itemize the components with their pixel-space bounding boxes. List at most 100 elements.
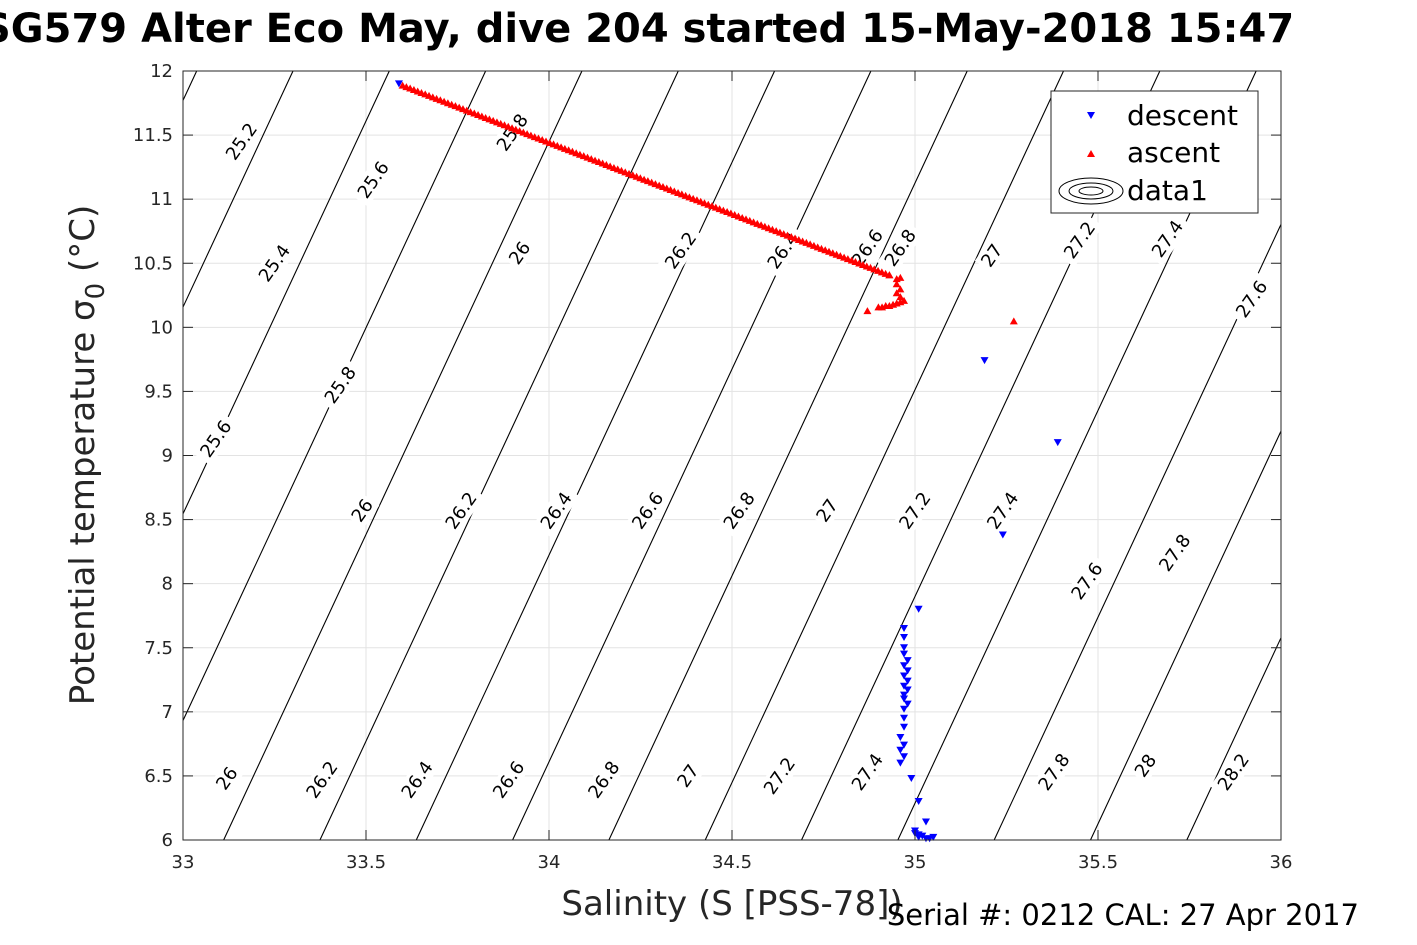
descent-marker bbox=[900, 672, 909, 680]
descent-marker bbox=[900, 633, 909, 641]
ascent-marker bbox=[892, 289, 901, 297]
tick-labels: 33 33.5 34 34.5 35 35.5 36 6 6.5 7 7.5 8 8.5 9 9.5 10 10… bbox=[133, 61, 1293, 873]
contour-line bbox=[608, 70, 968, 841]
descent-marker bbox=[896, 746, 905, 754]
descent-marker bbox=[900, 705, 909, 713]
x-tick-label: 35.5 bbox=[1078, 852, 1118, 873]
x-tick-label: 34 bbox=[538, 852, 561, 873]
contour-label-bg bbox=[756, 749, 803, 803]
y-tick-label: 7.5 bbox=[144, 638, 173, 659]
descent-marker bbox=[998, 531, 1007, 539]
y-tick-label: 7 bbox=[162, 702, 173, 723]
x-tick-label: 35 bbox=[904, 852, 927, 873]
contour-label: 26 bbox=[209, 760, 244, 797]
contour-label-bg bbox=[979, 483, 1027, 538]
contour-label-bg bbox=[502, 235, 537, 271]
contour-label-bg bbox=[844, 745, 891, 799]
contour-label: 26.4 bbox=[393, 752, 441, 807]
ascent-marker bbox=[896, 285, 905, 293]
descent-marker bbox=[900, 723, 909, 731]
legend-ascent-label: ascent bbox=[1127, 136, 1220, 169]
descent-marker bbox=[921, 818, 930, 826]
legend[interactable]: descent ascent data1 bbox=[1050, 90, 1259, 214]
contour-label: 26.6 bbox=[624, 483, 672, 538]
contour-label: 26.2 bbox=[298, 752, 346, 807]
contour-label: 26.2 bbox=[437, 483, 485, 538]
descent-marker bbox=[900, 691, 909, 699]
ascent-marker bbox=[892, 280, 901, 288]
descent-marker bbox=[896, 759, 905, 767]
contour-label-bg bbox=[298, 752, 346, 807]
y-tick-label: 9 bbox=[162, 446, 173, 467]
contour-label: 27.4 bbox=[979, 483, 1027, 538]
chart-title-text: SG579 Alter Eco May, dive 204 started 15… bbox=[0, 6, 1295, 52]
data-markers bbox=[394, 80, 1062, 843]
descent-marker bbox=[900, 753, 909, 761]
contour-label: 26 bbox=[502, 235, 537, 271]
descent-marker bbox=[900, 714, 909, 722]
contour-label-bg bbox=[1228, 272, 1276, 326]
legend-descent-label: descent bbox=[1127, 99, 1238, 132]
contour-label: 28 bbox=[1128, 747, 1163, 784]
contour-label-bg bbox=[1056, 213, 1104, 267]
contour-label: 28.2 bbox=[1210, 745, 1257, 799]
descent-marker bbox=[914, 798, 923, 806]
descent-marker bbox=[900, 650, 909, 658]
contour-label-bg bbox=[317, 358, 364, 412]
contour-label-bg bbox=[485, 752, 533, 807]
contour-label-bg bbox=[877, 221, 924, 275]
contour-label-bg bbox=[209, 760, 244, 797]
y-axis-label-main: Potential temperature σ bbox=[63, 299, 103, 705]
contour-label: 27.4 bbox=[1144, 212, 1191, 266]
ascent-marker bbox=[885, 271, 894, 279]
density-contours bbox=[182, 70, 1282, 841]
y-tick-label: 8 bbox=[162, 574, 173, 595]
descent-marker bbox=[903, 677, 912, 685]
ascent-marker bbox=[896, 273, 905, 281]
contour-label-bg bbox=[624, 483, 672, 538]
contour-label: 27.6 bbox=[1228, 272, 1276, 326]
contour-label: 27.2 bbox=[1056, 213, 1104, 267]
descent-marker bbox=[903, 700, 912, 708]
contour-label-bg bbox=[891, 483, 939, 538]
y-tick-label: 9.5 bbox=[144, 381, 173, 402]
contour-label-bg bbox=[393, 752, 441, 807]
contour-label-text: 26 bbox=[348, 495, 378, 526]
y-axis-label-unit: (°C) bbox=[63, 205, 103, 283]
contour-label-bg bbox=[1063, 554, 1111, 608]
contour-label-bg bbox=[1128, 747, 1163, 784]
chart-title: SG579 Alter Eco May, dive 204 started 15… bbox=[0, 6, 1417, 52]
y-tick-label: 6.5 bbox=[144, 766, 173, 787]
y-tick-label: 8.5 bbox=[144, 510, 173, 531]
contour-label-bg bbox=[532, 483, 580, 538]
contour-label-bg bbox=[810, 492, 845, 529]
contour-label: 26.8 bbox=[580, 752, 628, 807]
contour-line bbox=[223, 70, 583, 841]
contour-label-bg bbox=[345, 492, 380, 529]
contour-label-bg bbox=[218, 114, 265, 169]
contour-label: 26.4 bbox=[532, 483, 580, 538]
descent-marker bbox=[903, 686, 912, 694]
contour-line bbox=[704, 70, 1065, 841]
contour-label-bg bbox=[192, 412, 240, 466]
descent-marker bbox=[980, 357, 989, 365]
y-tick-label: 6 bbox=[162, 830, 173, 851]
contour-label: 26.2 bbox=[657, 223, 705, 278]
legend-data1-label: data1 bbox=[1127, 174, 1208, 207]
x-tick-label: 36 bbox=[1270, 852, 1293, 873]
descent-marker bbox=[900, 741, 909, 749]
contour-label-text: 27 bbox=[673, 761, 703, 792]
serial-calibration-note: Serial #: 0212 CAL: 27 Apr 2017 bbox=[886, 898, 1359, 932]
contour-label: 27.2 bbox=[891, 483, 939, 538]
descent-marker bbox=[900, 695, 909, 703]
contour-label: 27.8 bbox=[1151, 526, 1199, 580]
contour-line bbox=[182, 70, 198, 101]
contour-line bbox=[182, 70, 294, 308]
contour-label-text: 26 bbox=[212, 763, 242, 794]
contour-label: 25.2 bbox=[218, 114, 265, 169]
contour-label-bg bbox=[671, 758, 706, 794]
descent-marker bbox=[900, 644, 909, 652]
contour-label-bg bbox=[715, 483, 763, 538]
x-axis-label: Salinity (S [PSS-78]) bbox=[561, 884, 902, 924]
contour-label: 25.8 bbox=[317, 358, 364, 412]
